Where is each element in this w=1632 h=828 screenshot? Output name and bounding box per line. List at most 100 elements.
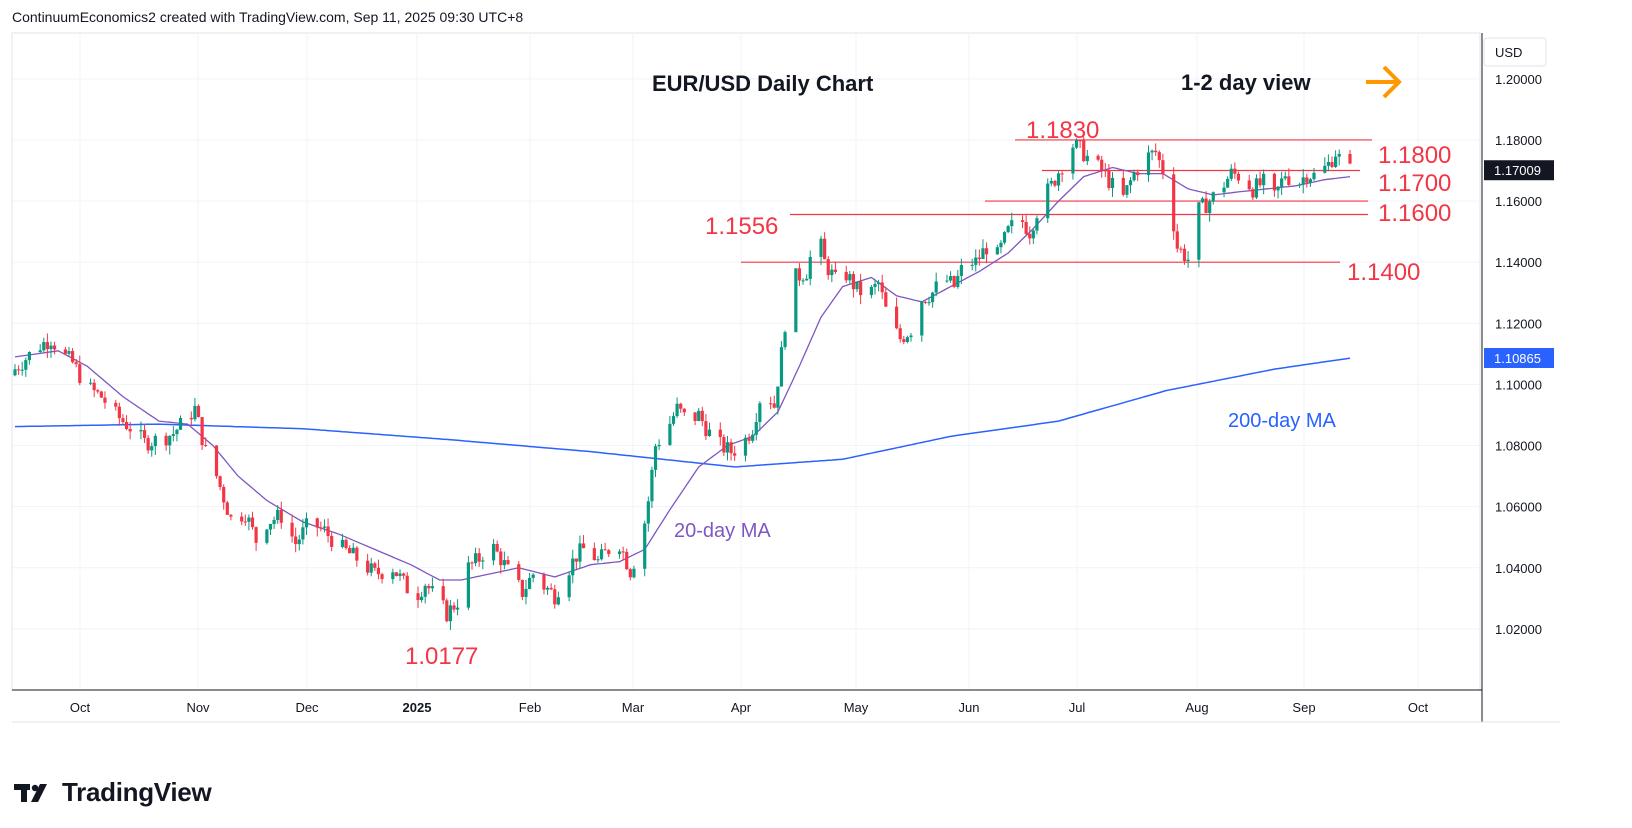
candle-body bbox=[599, 549, 604, 560]
candle-body bbox=[977, 257, 981, 259]
candle-body bbox=[617, 551, 622, 555]
candle-body bbox=[902, 339, 906, 342]
candle-body bbox=[276, 509, 280, 520]
y-tick-label: 1.12000 bbox=[1495, 316, 1542, 331]
candle-body bbox=[27, 351, 31, 361]
candle-body bbox=[175, 429, 179, 435]
candle-body bbox=[805, 278, 809, 281]
candle-body bbox=[621, 551, 625, 553]
candle-body bbox=[1078, 140, 1082, 142]
candle-body bbox=[974, 257, 978, 265]
candle-body bbox=[294, 536, 298, 545]
candle-body bbox=[851, 274, 856, 290]
candle-body bbox=[495, 543, 499, 552]
candle-body bbox=[92, 382, 96, 391]
chart-grid bbox=[11, 32, 1481, 691]
candle-body bbox=[1161, 160, 1165, 175]
candle-body bbox=[607, 550, 611, 555]
candle-body bbox=[1046, 183, 1050, 219]
candle-body bbox=[769, 403, 773, 405]
ma20-line bbox=[14, 166, 1351, 581]
chart-annotations: EUR/USD Daily Chart 1-2 day view1.18001.1… bbox=[405, 65, 1451, 670]
candle-body bbox=[1175, 231, 1179, 249]
candle-body bbox=[930, 292, 935, 303]
x-tick-label: Oct bbox=[70, 700, 91, 715]
candle-body bbox=[218, 476, 222, 488]
candle-body bbox=[682, 408, 686, 413]
candle-body bbox=[855, 281, 859, 290]
candle-body bbox=[499, 551, 503, 566]
candle-body bbox=[859, 281, 863, 296]
candle-body bbox=[38, 350, 42, 352]
candle-body bbox=[42, 342, 46, 351]
candle-body bbox=[1103, 170, 1107, 172]
x-tick-label: Apr bbox=[731, 700, 752, 715]
candle-body bbox=[402, 573, 406, 576]
candle-body bbox=[376, 567, 381, 575]
x-tick-label: Dec bbox=[295, 700, 319, 715]
candle-body bbox=[448, 605, 453, 622]
arrow-right-icon-head bbox=[1382, 65, 1402, 99]
candle-body bbox=[801, 280, 805, 282]
candle-body bbox=[222, 487, 226, 503]
candle-body bbox=[797, 268, 802, 281]
candle-body bbox=[869, 286, 874, 296]
candle-body bbox=[923, 301, 927, 303]
candle-body bbox=[394, 572, 399, 576]
candle-body bbox=[247, 517, 251, 522]
candle-body bbox=[477, 553, 481, 562]
y-tick-label: 1.06000 bbox=[1495, 500, 1542, 515]
candle-body bbox=[1179, 248, 1183, 250]
level-label-1.1800: 1.1800 bbox=[1378, 142, 1451, 169]
extreme-label-1.0177: 1.0177 bbox=[405, 643, 478, 670]
candle-body bbox=[1074, 140, 1079, 148]
candle-body bbox=[96, 390, 100, 392]
candle-body bbox=[355, 547, 359, 561]
candle-body bbox=[1204, 198, 1208, 214]
candle-body bbox=[747, 437, 751, 441]
candle-body bbox=[779, 347, 784, 387]
tradingview-brand[interactable]: TradingView bbox=[14, 777, 212, 808]
candle-body bbox=[1208, 201, 1212, 214]
candle-body bbox=[1150, 150, 1154, 153]
candle-body bbox=[549, 587, 553, 590]
candle-body bbox=[466, 562, 470, 608]
candle-body bbox=[121, 418, 125, 422]
candle-body bbox=[571, 558, 575, 576]
candle-body bbox=[1146, 152, 1151, 176]
candle-body bbox=[751, 434, 755, 441]
candle-body bbox=[139, 430, 143, 432]
candle-body bbox=[405, 575, 409, 594]
candle-body bbox=[344, 539, 348, 549]
candle-body bbox=[373, 563, 377, 568]
candle-body bbox=[527, 577, 532, 589]
candle-body bbox=[1251, 189, 1255, 198]
level-label-1.1400: 1.1400 bbox=[1347, 259, 1420, 286]
candle-body bbox=[1287, 176, 1291, 185]
level-label-1.1600: 1.1600 bbox=[1378, 200, 1451, 227]
candle-body bbox=[452, 605, 456, 610]
candle-body bbox=[1222, 187, 1226, 193]
currency-box bbox=[1483, 37, 1547, 67]
y-tick-label: 1.20000 bbox=[1495, 72, 1542, 87]
candle-body bbox=[1226, 178, 1230, 188]
candle-body bbox=[196, 405, 201, 418]
candle-body bbox=[1283, 176, 1287, 179]
candle-body bbox=[1182, 248, 1187, 262]
candle-body bbox=[272, 519, 276, 524]
candle-body bbox=[1002, 232, 1007, 243]
candle-body bbox=[150, 446, 154, 451]
candle-body bbox=[1085, 155, 1089, 162]
candle-body bbox=[945, 280, 949, 282]
candle-body bbox=[693, 412, 697, 421]
candle-body bbox=[632, 568, 636, 578]
view-annotation: 1-2 day view bbox=[1181, 70, 1312, 95]
candle-body bbox=[517, 564, 521, 581]
candle-body bbox=[1006, 226, 1010, 233]
candle-body bbox=[1200, 198, 1205, 203]
candle-body bbox=[844, 271, 848, 281]
plot-frame bbox=[11, 32, 1481, 691]
candle-body bbox=[657, 444, 661, 447]
candle-body bbox=[574, 558, 578, 562]
